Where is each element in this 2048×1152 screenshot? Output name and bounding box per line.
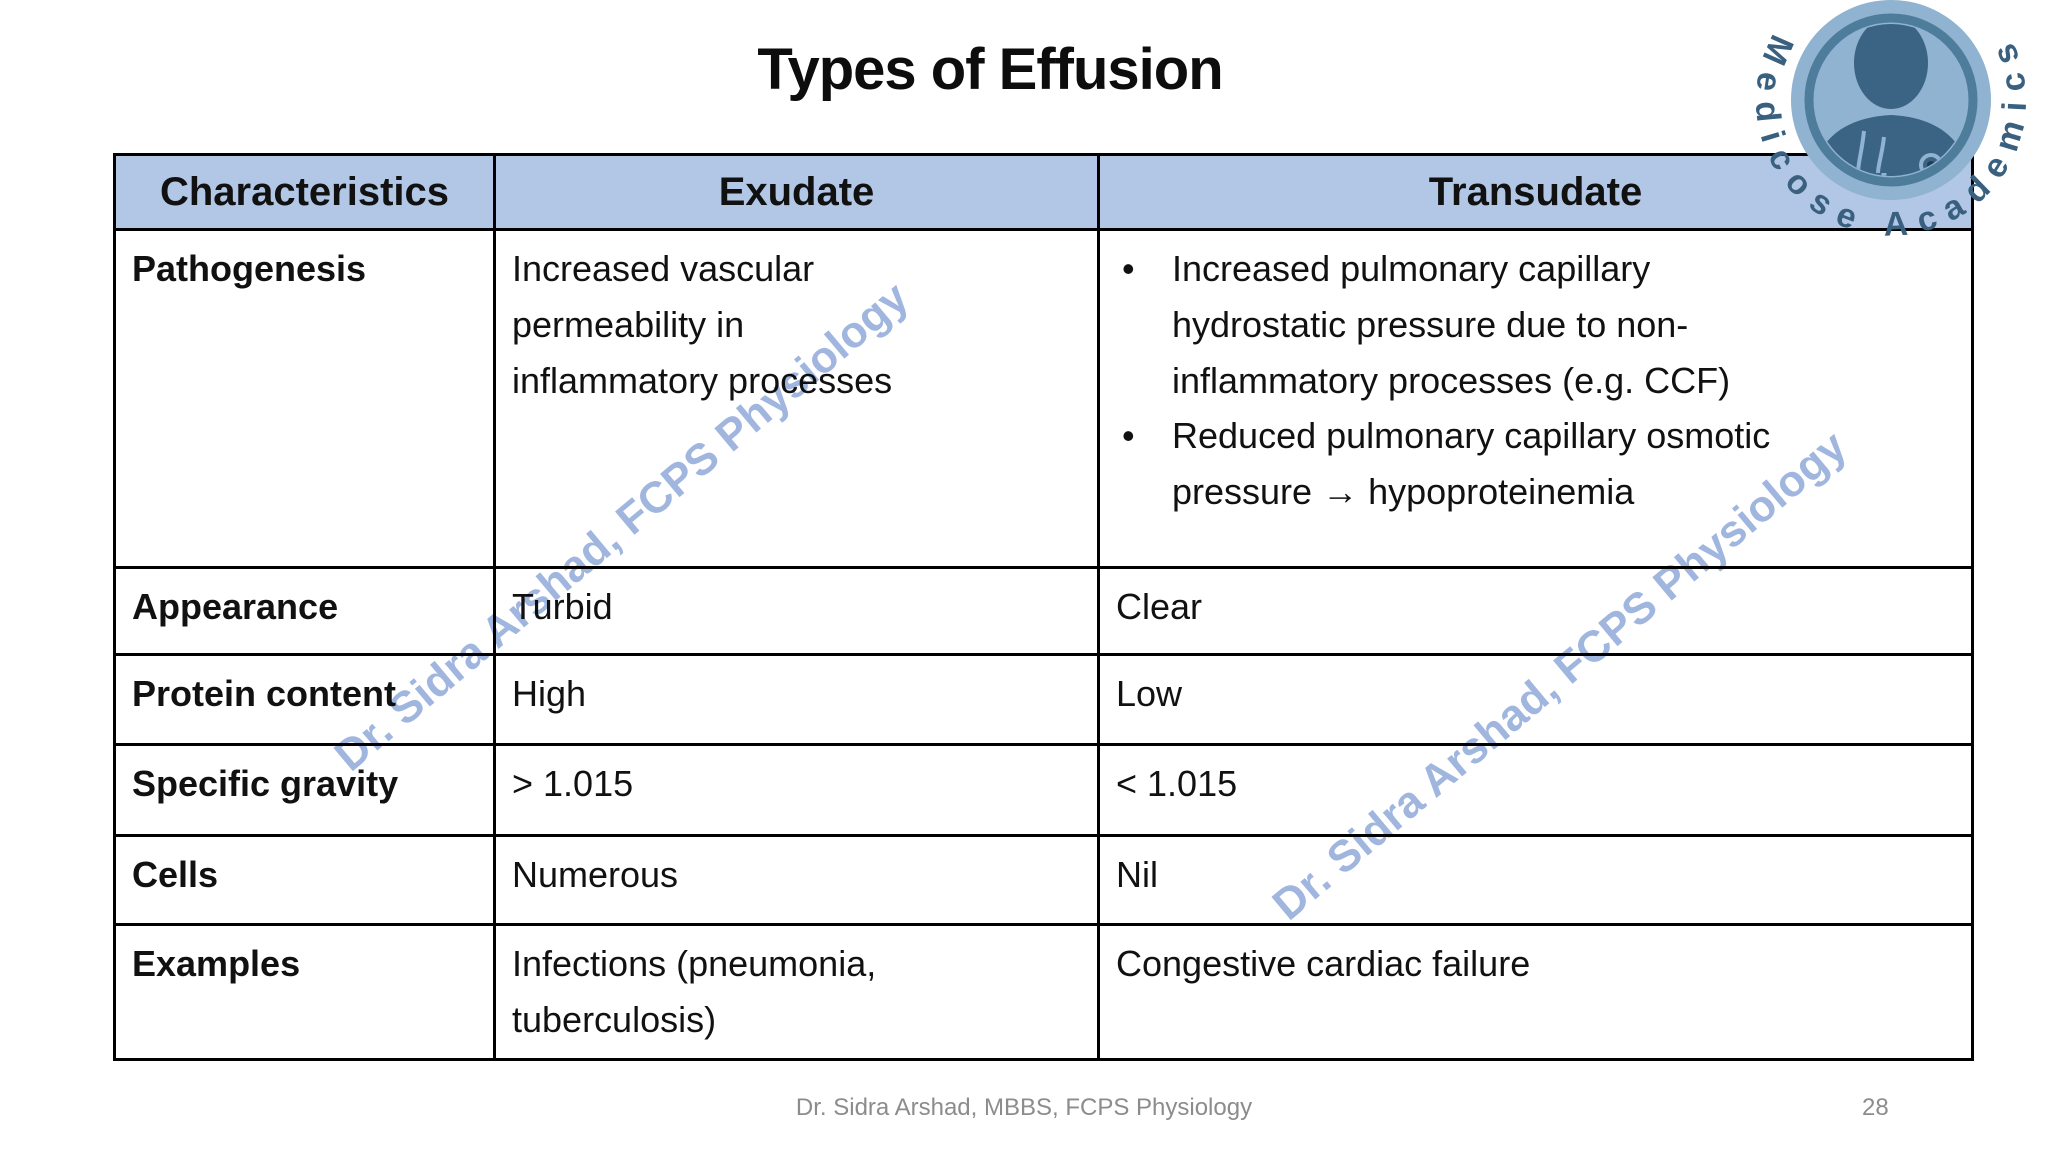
bullet-text: Reduced pulmonary capillary osmotic pres… [1172, 415, 1771, 513]
gravity-exudate-cell: > 1.015 [493, 743, 1100, 837]
footer-credit: Dr. Sidra Arshad, MBBS, FCPS Physiology [795, 1094, 1253, 1121]
pathogenesis-exudate-text: Increased vascular permeability in infla… [512, 248, 893, 401]
effusion-comparison-table: Characteristics Exudate Transudate Patho… [113, 153, 1974, 1061]
table-row: Appearance Turbid Clear [113, 566, 1974, 656]
bullet-icon: • [1122, 415, 1135, 457]
header-characteristics: Characteristics [113, 153, 496, 231]
cells-transudate-cell: Nil [1097, 834, 1974, 926]
list-item: • Increased pulmonary capillary hydrosta… [1116, 241, 1832, 408]
bullet-icon: • [1122, 248, 1135, 289]
pathogenesis-exudate-cell: Increased vascular permeability in infla… [493, 228, 1100, 569]
table-row: Cells Numerous Nil [113, 834, 1974, 926]
table-header-row: Characteristics Exudate Transudate [113, 153, 1974, 231]
logo-ring [1804, 13, 1978, 187]
header-exudate: Exudate [493, 153, 1100, 231]
table-row: Pathogenesis Increased vascular permeabi… [113, 228, 1974, 569]
medicose-academics-logo: Medicose Academics [1748, 0, 2034, 244]
appearance-exudate-cell: Turbid [493, 566, 1100, 656]
protein-exudate-cell: High [493, 653, 1100, 746]
gravity-transudate-cell: < 1.015 [1097, 743, 1974, 837]
appearance-transudate-cell: Clear [1097, 566, 1974, 656]
row-label-specific-gravity: Specific gravity [113, 743, 496, 837]
page-number: 28 [1862, 1094, 1889, 1121]
page-title: Types of Effusion [757, 37, 1223, 102]
table-row: Specific gravity > 1.015 < 1.015 [113, 743, 1974, 837]
protein-transudate-cell: Low [1097, 653, 1974, 746]
bullet-text: Increased pulmonary capillary hydrostati… [1172, 248, 1731, 401]
examples-exudate-text: Infections (pneumonia, tuberculosis) [512, 943, 877, 1040]
pathogenesis-transudate-bullets: • Increased pulmonary capillary hydrosta… [1116, 241, 1955, 520]
row-label-appearance: Appearance [113, 566, 496, 656]
row-label-protein-content: Protein content [113, 653, 496, 746]
pathogenesis-transudate-cell: • Increased pulmonary capillary hydrosta… [1097, 228, 1974, 569]
row-label-cells: Cells [113, 834, 496, 926]
list-item: • Reduced pulmonary capillary osmotic pr… [1116, 408, 1832, 520]
row-label-pathogenesis: Pathogenesis [113, 228, 496, 569]
row-label-examples: Examples [113, 923, 496, 1061]
table-row: Examples Infections (pneumonia, tubercul… [113, 923, 1974, 1061]
cells-exudate-cell: Numerous [493, 834, 1100, 926]
table-row: Protein content High Low [113, 653, 1974, 746]
examples-transudate-cell: Congestive cardiac failure [1097, 923, 1974, 1061]
examples-exudate-cell: Infections (pneumonia, tuberculosis) [493, 923, 1100, 1061]
